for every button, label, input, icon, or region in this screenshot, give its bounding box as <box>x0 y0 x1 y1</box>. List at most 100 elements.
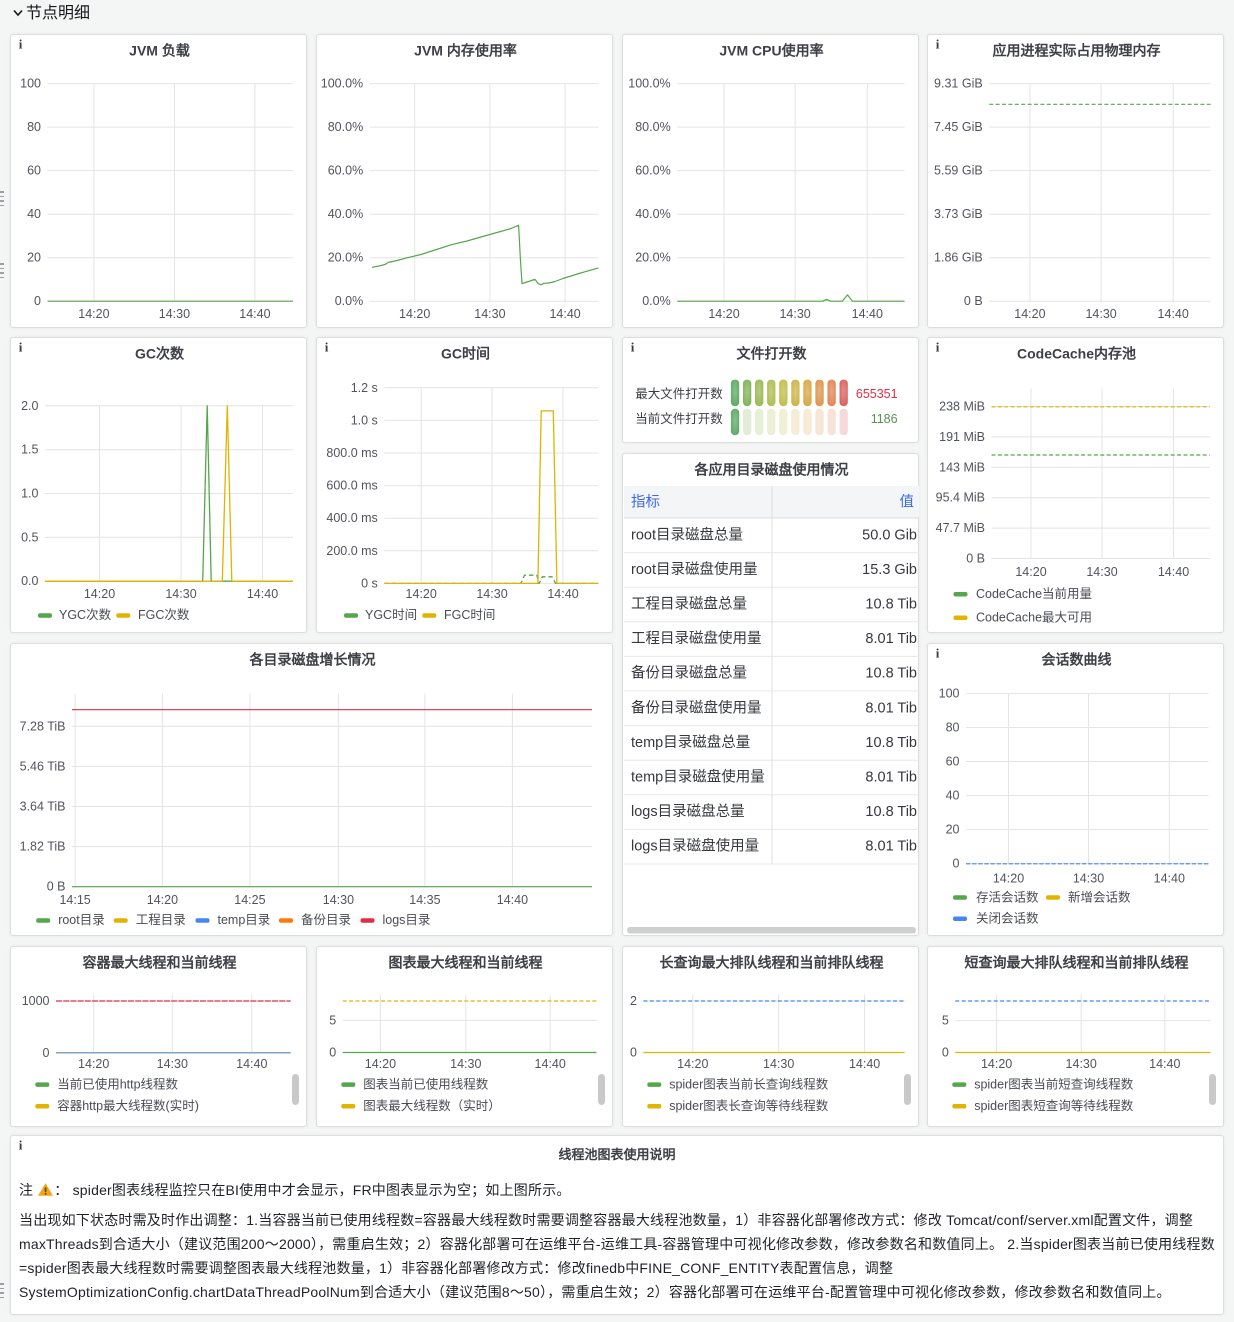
svg-text:100: 100 <box>20 77 41 91</box>
svg-text:会话数曲线: 会话数曲线 <box>1042 652 1112 668</box>
svg-text:各应用目录磁盘使用情况: 各应用目录磁盘使用情况 <box>694 462 849 478</box>
svg-text:i: i <box>19 37 23 52</box>
svg-text:root目录磁盘总量: root目录磁盘总量 <box>631 525 743 543</box>
svg-text:0 s: 0 s <box>361 576 378 590</box>
svg-text:60: 60 <box>946 755 960 769</box>
svg-text:14:20: 14:20 <box>981 1057 1012 1071</box>
svg-text:值: 值 <box>900 494 915 511</box>
svg-text:50.0 Gib: 50.0 Gib <box>862 527 917 543</box>
svg-text:14:20: 14:20 <box>1014 307 1045 321</box>
svg-text:存活会话数: 存活会话数 <box>976 889 1039 904</box>
svg-text:GC时间: GC时间 <box>441 346 490 362</box>
svg-text:GC次数: GC次数 <box>135 346 185 362</box>
svg-text:JVM CPU使用率: JVM CPU使用率 <box>719 43 823 59</box>
svg-text:2: 2 <box>630 994 637 1008</box>
svg-text:14:20: 14:20 <box>708 307 739 321</box>
svg-text:14:40: 14:40 <box>852 307 883 321</box>
svg-text:14:40: 14:40 <box>236 1057 267 1071</box>
svg-text:各目录磁盘增长情况: 各目录磁盘增长情况 <box>249 652 376 668</box>
svg-text:14:40: 14:40 <box>1158 565 1189 579</box>
svg-text:容器最大线程和当前线程: 容器最大线程和当前线程 <box>82 955 237 971</box>
svg-text:14:30: 14:30 <box>1086 565 1117 579</box>
svg-text:20.0%: 20.0% <box>328 251 363 265</box>
svg-text:指标: 指标 <box>631 494 660 511</box>
svg-text:14:40: 14:40 <box>239 307 270 321</box>
svg-text:14:30: 14:30 <box>763 1057 794 1071</box>
svg-text:0: 0 <box>953 857 960 871</box>
svg-text:新增会话数: 新增会话数 <box>1068 889 1131 904</box>
svg-text:1.2 s: 1.2 s <box>351 381 378 395</box>
svg-text:i: i <box>19 1138 23 1153</box>
svg-text:60: 60 <box>27 164 41 178</box>
svg-text:5.46 TiB: 5.46 TiB <box>20 759 66 773</box>
svg-text:短查询最大排队线程和当前排队线程: 短查询最大排队线程和当前排队线程 <box>965 955 1189 971</box>
svg-text:80: 80 <box>946 721 960 735</box>
svg-text:8.01 Tib: 8.01 Tib <box>865 631 917 647</box>
svg-text:0.5: 0.5 <box>21 530 38 544</box>
svg-text:95.4 MiB: 95.4 MiB <box>936 491 985 505</box>
svg-text:14:40: 14:40 <box>247 587 278 601</box>
svg-text:14:25: 14:25 <box>234 893 265 907</box>
svg-text:14:30: 14:30 <box>476 587 507 601</box>
svg-text:5: 5 <box>329 1013 336 1027</box>
svg-text:i: i <box>936 340 940 355</box>
svg-text:14:15: 14:15 <box>59 893 90 907</box>
svg-text:20.0%: 20.0% <box>635 251 670 265</box>
svg-text:0: 0 <box>630 1046 637 1060</box>
svg-text:i: i <box>325 340 329 355</box>
svg-text:14:20: 14:20 <box>993 871 1024 885</box>
svg-text:800.0 ms: 800.0 ms <box>326 446 377 460</box>
svg-text:14:20: 14:20 <box>1015 565 1046 579</box>
svg-text:0: 0 <box>34 294 41 308</box>
svg-text:14:20: 14:20 <box>365 1057 396 1071</box>
svg-text:1186: 1186 <box>871 412 898 426</box>
svg-text:备份目录磁盘总量: 备份目录磁盘总量 <box>631 664 747 682</box>
svg-text:191 MiB: 191 MiB <box>939 430 985 444</box>
svg-text:temp目录磁盘总量: temp目录磁盘总量 <box>631 733 750 751</box>
svg-text:temp目录: temp目录 <box>218 913 271 927</box>
svg-text:14:20: 14:20 <box>406 587 437 601</box>
svg-text:14:20: 14:20 <box>78 1057 109 1071</box>
svg-text:2.0: 2.0 <box>21 399 38 413</box>
svg-text:i: i <box>19 340 23 355</box>
svg-text:1.0: 1.0 <box>21 487 38 501</box>
svg-text:关闭会话数: 关闭会话数 <box>976 911 1039 926</box>
svg-text:60.0%: 60.0% <box>328 164 363 178</box>
svg-text:0 B: 0 B <box>47 880 66 894</box>
svg-text:1.0 s: 1.0 s <box>351 413 378 427</box>
svg-text:CodeCache内存池: CodeCache内存池 <box>1017 346 1136 362</box>
svg-text:238 MiB: 238 MiB <box>939 400 985 414</box>
svg-text:14:30: 14:30 <box>157 1057 188 1071</box>
svg-text:0: 0 <box>43 1046 50 1060</box>
svg-text:0 B: 0 B <box>964 294 983 308</box>
svg-text:i: i <box>936 646 940 661</box>
svg-text:200.0 ms: 200.0 ms <box>326 544 377 558</box>
svg-text:图表当前已使用线程数: 图表当前已使用线程数 <box>363 1076 489 1091</box>
svg-text:temp目录磁盘使用量: temp目录磁盘使用量 <box>631 768 765 786</box>
svg-text:14:40: 14:40 <box>849 1057 880 1071</box>
svg-text:8.01 Tib: 8.01 Tib <box>865 700 917 716</box>
svg-text:14:30: 14:30 <box>165 587 196 601</box>
svg-text:14:40: 14:40 <box>549 307 580 321</box>
svg-text:40: 40 <box>27 207 41 221</box>
svg-text:YGC时间: YGC时间 <box>365 608 417 622</box>
svg-text:工程目录磁盘总量: 工程目录磁盘总量 <box>631 595 747 613</box>
svg-text:CodeCache当前用量: CodeCache当前用量 <box>976 586 1092 601</box>
svg-text:JVM 负载: JVM 负载 <box>129 43 190 59</box>
svg-text:10.8 Tib: 10.8 Tib <box>865 735 917 751</box>
svg-text:spider图表短查询等待线程数: spider图表短查询等待线程数 <box>974 1098 1134 1113</box>
svg-text:5: 5 <box>942 1014 949 1028</box>
svg-text:当前文件打开数: 当前文件打开数 <box>635 411 723 426</box>
svg-text:80: 80 <box>27 120 41 134</box>
svg-text:7.28 TiB: 7.28 TiB <box>20 719 66 733</box>
svg-text:spider图表当前长查询线程数: spider图表当前长查询线程数 <box>669 1076 829 1091</box>
svg-text:400.0 ms: 400.0 ms <box>326 511 377 525</box>
svg-text:FGC时间: FGC时间 <box>444 608 495 622</box>
svg-text:9.31 GiB: 9.31 GiB <box>934 77 983 91</box>
svg-text:14:30: 14:30 <box>474 307 505 321</box>
svg-text:10.8 Tib: 10.8 Tib <box>865 804 917 820</box>
svg-text:40.0%: 40.0% <box>635 207 670 221</box>
svg-text:0: 0 <box>942 1046 949 1060</box>
svg-text:工程目录磁盘使用量: 工程目录磁盘使用量 <box>631 629 762 647</box>
svg-text:14:40: 14:40 <box>1149 1057 1180 1071</box>
